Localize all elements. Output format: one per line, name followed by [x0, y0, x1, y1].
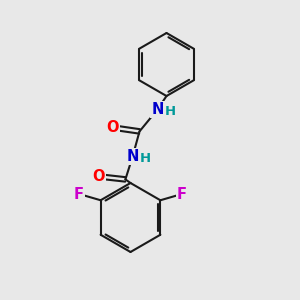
Text: N: N: [126, 149, 139, 164]
Text: H: H: [164, 105, 176, 119]
Text: O: O: [92, 169, 105, 184]
Text: H: H: [140, 152, 151, 165]
Text: F: F: [177, 187, 187, 202]
Text: N: N: [151, 102, 164, 117]
Text: F: F: [74, 187, 84, 202]
Text: O: O: [106, 120, 119, 135]
